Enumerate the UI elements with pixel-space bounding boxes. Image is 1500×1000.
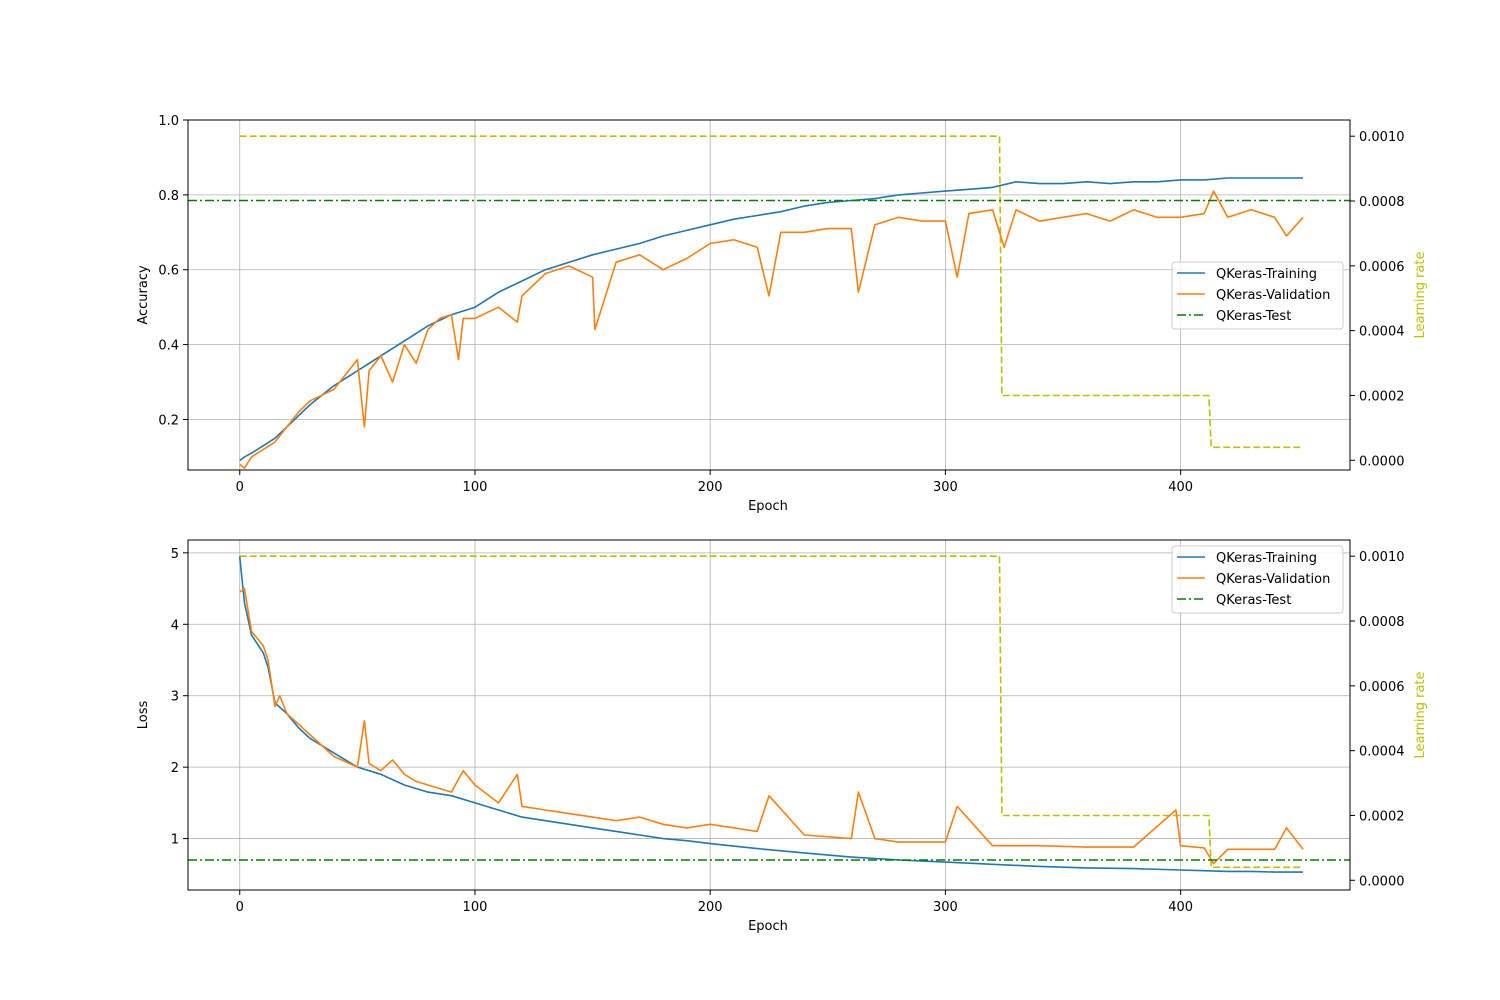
y2-tick-label: 0.0008 bbox=[1359, 195, 1405, 210]
y2-axis-label: Learning rate bbox=[1413, 672, 1428, 759]
chart-1: 0 100 200 300 400 0.2 0.4 0.6 0.8 1.0 0.0000 0.0002… bbox=[136, 114, 1428, 514]
y-tick-label: 0.6 bbox=[158, 264, 179, 279]
y2-tick-label: 0.0010 bbox=[1359, 130, 1405, 145]
legend-label: QKeras-Validation bbox=[1216, 288, 1330, 303]
y2-tick-label: 0.0004 bbox=[1359, 325, 1405, 340]
series-line-1 bbox=[239, 190, 1304, 469]
plot-area bbox=[188, 555, 1350, 873]
y2-tick-label: 0.0008 bbox=[1359, 615, 1405, 630]
x-tick-label: 200 bbox=[698, 900, 723, 915]
y-axis-label: Loss bbox=[136, 701, 151, 730]
x-tick-label: 0 bbox=[236, 900, 244, 915]
x-tick-label: 0 bbox=[236, 480, 244, 495]
legend: QKeras-Training QKeras-Validation QKeras-T… bbox=[1171, 545, 1344, 614]
legend-label: QKeras-Validation bbox=[1216, 572, 1330, 587]
axes-frame bbox=[187, 119, 1351, 471]
y-tick-label: 0.4 bbox=[158, 339, 179, 354]
x-tick-label: 400 bbox=[1168, 480, 1193, 495]
series-line-0 bbox=[238, 556, 1303, 873]
y2-tick-label: 0.0000 bbox=[1359, 874, 1405, 889]
legend-label: QKeras-Test bbox=[1216, 309, 1291, 324]
learning-rate-line bbox=[239, 135, 1303, 449]
series-line-1 bbox=[239, 587, 1304, 865]
axes-frame bbox=[187, 539, 1351, 891]
y2-tick-label: 0.0004 bbox=[1359, 745, 1405, 760]
y-tick-label: 4 bbox=[171, 618, 179, 633]
y-tick-label: 0.2 bbox=[158, 413, 179, 428]
legend-label: QKeras-Training bbox=[1216, 267, 1317, 282]
series-line-0 bbox=[239, 177, 1303, 462]
x-axis-label: Epoch bbox=[748, 919, 788, 934]
plot-area bbox=[188, 135, 1350, 469]
legend-label: QKeras-Training bbox=[1216, 551, 1317, 566]
y-tick-label: 1 bbox=[171, 833, 179, 848]
x-tick-label: 400 bbox=[1168, 900, 1193, 915]
legend-label: QKeras-Test bbox=[1216, 593, 1291, 608]
y2-tick-label: 0.0002 bbox=[1359, 389, 1405, 404]
y2-tick-label: 0.0002 bbox=[1359, 809, 1405, 824]
y-tick-label: 0.8 bbox=[158, 189, 179, 204]
y2-tick-label: 0.0010 bbox=[1359, 550, 1405, 565]
x-tick-label: 200 bbox=[698, 480, 723, 495]
legend: QKeras-Training QKeras-Validation QKeras-T… bbox=[1171, 261, 1344, 330]
y-tick-label: 5 bbox=[171, 547, 179, 562]
y-tick-label: 1.0 bbox=[158, 114, 179, 129]
y2-tick-label: 0.0006 bbox=[1359, 260, 1405, 275]
legend-box bbox=[1171, 261, 1344, 330]
x-tick-label: 300 bbox=[933, 900, 958, 915]
x-tick-label: 300 bbox=[933, 480, 958, 495]
y2-tick-label: 0.0006 bbox=[1359, 680, 1405, 695]
y-axis-label: Accuracy bbox=[136, 265, 151, 325]
legend-box bbox=[1171, 545, 1344, 614]
y-tick-label: 3 bbox=[171, 690, 179, 705]
chart-2: 0 100 200 300 400 1 2 3 4 5 0.0000 0.0002 0.0004 0.00… bbox=[136, 539, 1428, 934]
x-axis-label: Epoch bbox=[748, 499, 788, 514]
x-tick-label: 100 bbox=[463, 480, 488, 495]
learning-rate-line bbox=[239, 555, 1303, 869]
y2-tick-label: 0.0000 bbox=[1359, 454, 1405, 469]
y2-axis-label: Learning rate bbox=[1413, 252, 1428, 339]
y-tick-label: 2 bbox=[171, 761, 179, 776]
x-tick-label: 100 bbox=[463, 900, 488, 915]
